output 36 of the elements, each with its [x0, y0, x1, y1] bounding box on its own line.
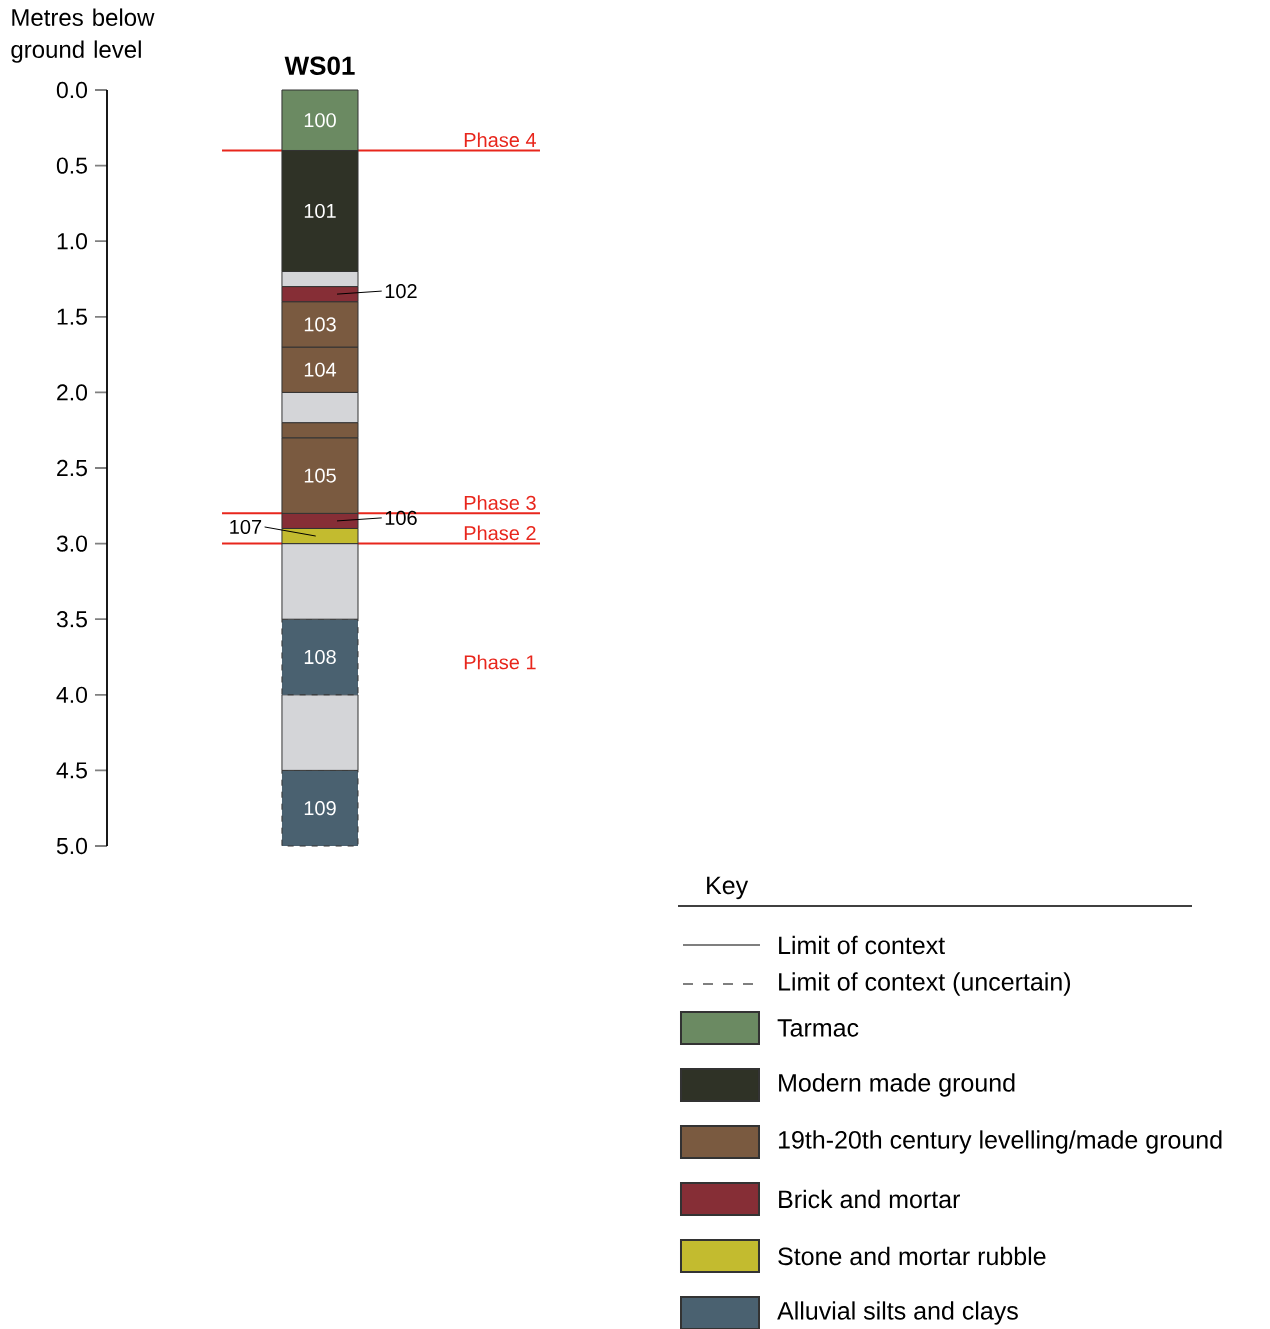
legend-label: Brick and mortar	[779, 1189, 960, 1209]
y-tick-label: 4.5	[56, 762, 87, 779]
legend-label: 19th-20th century levelling/made ground	[778, 1130, 1222, 1154]
y-tick-label: 2.0	[57, 384, 88, 401]
y-tick-label: 1.5	[57, 308, 87, 325]
y-tick-label: 5.0	[56, 837, 88, 855]
annotation: 107	[230, 519, 262, 535]
y-tick-label: 0.5	[56, 157, 87, 174]
y-tick-label: 4.0	[56, 686, 88, 703]
annotation: 108	[304, 649, 336, 665]
annotation: 100	[304, 113, 336, 128]
y-tick-label: 1.0	[57, 233, 88, 250]
annotation: 101	[304, 203, 336, 219]
annotation: 104	[304, 362, 337, 377]
annotation: 109	[304, 801, 336, 816]
text: Limit of context (uncertain)	[779, 972, 1071, 996]
y-tick-label: 3.5	[56, 611, 87, 628]
ref-line-label: Phase 2	[464, 525, 536, 541]
ref-line-label: Phase 4	[464, 132, 536, 148]
annotation: 103	[304, 317, 336, 332]
x-tick-label: WS01	[284, 56, 355, 75]
annotation: 105	[304, 468, 336, 483]
legend-label: Tarmac	[777, 1019, 859, 1037]
legend-label: Stone and mortar rubble	[778, 1246, 1046, 1266]
annotation: 102	[385, 284, 417, 299]
annotation: 106	[385, 510, 417, 525]
ref-line-label: Phase 3	[464, 495, 536, 510]
y-tick-label: 2.5	[57, 459, 87, 477]
legend-label: Alluvial silts and clays	[777, 1301, 1018, 1325]
text: Limit of context	[779, 935, 945, 955]
y-tick-label: 0.0	[56, 81, 88, 99]
legend-title: Key	[707, 876, 749, 900]
legend-label: Modern made ground	[779, 1073, 1015, 1097]
text: Phase 1	[464, 654, 536, 670]
y-axis-title: Metres below ground level	[11, 8, 155, 63]
y-tick-label: 3.0	[56, 535, 88, 552]
